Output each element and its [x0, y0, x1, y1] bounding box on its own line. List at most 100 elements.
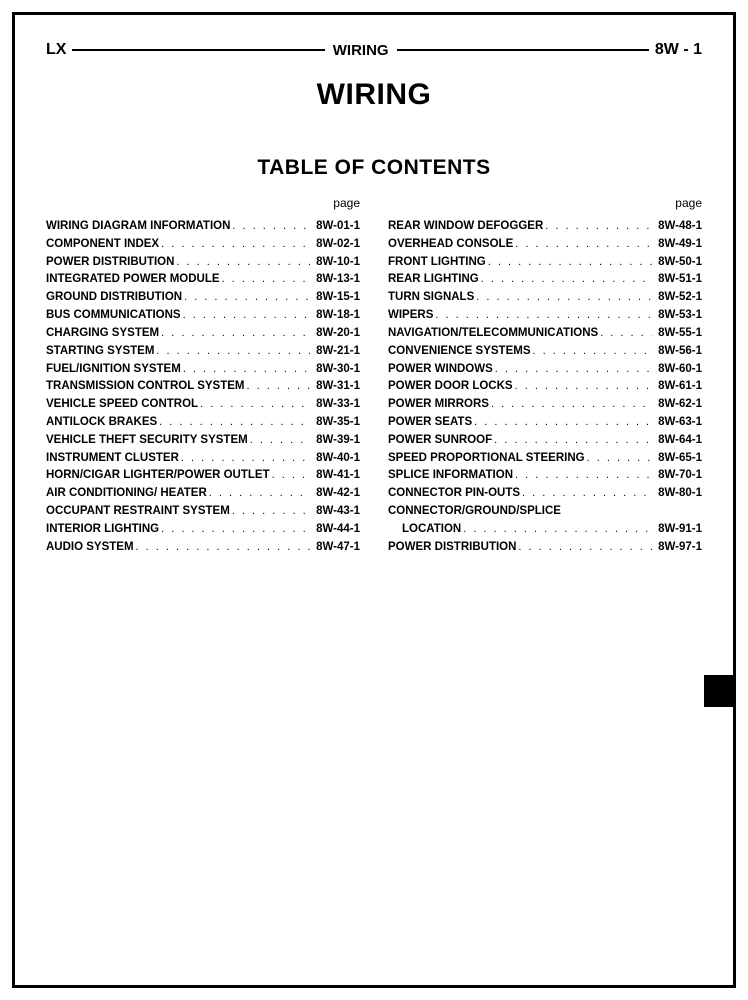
- toc-leader-dots: [495, 361, 652, 379]
- toc-entry: OVERHEAD CONSOLE 8W-49-1: [388, 236, 702, 254]
- toc-entry: WIRING DIAGRAM INFORMATION8W-01-1: [46, 218, 360, 236]
- toc-entry-page: 8W-42-1: [312, 485, 360, 503]
- page-label: page: [388, 196, 702, 210]
- toc-entry-page: 8W-51-1: [654, 271, 702, 289]
- toc-entry-label: GROUND DISTRIBUTION: [46, 289, 182, 307]
- toc-entry: GROUND DISTRIBUTION8W-15-1: [46, 289, 360, 307]
- toc-entry-page: 8W-70-1: [654, 467, 702, 485]
- toc-entry-label: TURN SIGNALS: [388, 289, 474, 307]
- toc-entry-label: FRONT LIGHTING: [388, 254, 486, 272]
- toc-entry-page: 8W-44-1: [312, 521, 360, 539]
- page-label: page: [46, 196, 360, 210]
- toc-leader-dots: [161, 521, 310, 539]
- header-right: 8W - 1: [649, 41, 702, 59]
- header-center: WIRING: [325, 42, 397, 59]
- toc-entry-label: REAR LIGHTING: [388, 271, 479, 289]
- toc-entry-label: INTEGRATED POWER MODULE: [46, 271, 220, 289]
- toc-entry-page: 8W-53-1: [654, 307, 702, 325]
- toc-leader-dots: [136, 539, 311, 557]
- toc-entry: COMPONENT INDEX8W-02-1: [46, 236, 360, 254]
- toc-leader-dots: [481, 271, 652, 289]
- toc-entry: POWER DOOR LOCKS 8W-61-1: [388, 378, 702, 396]
- toc-entry-page: 8W-62-1: [654, 396, 702, 414]
- toc-entry: VEHICLE THEFT SECURITY SYSTEM 8W-39-1: [46, 432, 360, 450]
- toc-entry: ANTILOCK BRAKES 8W-35-1: [46, 414, 360, 432]
- toc-entry-label: AIR CONDITIONING/ HEATER: [46, 485, 207, 503]
- toc-entry-label: CONNECTOR/GROUND/SPLICE: [388, 503, 561, 521]
- toc-entry: CHARGING SYSTEM8W-20-1: [46, 325, 360, 343]
- toc-entry-page: 8W-50-1: [654, 254, 702, 272]
- toc-columns: page WIRING DIAGRAM INFORMATION8W-01-1CO…: [46, 196, 702, 556]
- page-title: WIRING: [46, 78, 702, 112]
- toc-entry: FRONT LIGHTING 8W-50-1: [388, 254, 702, 272]
- toc-entry: POWER WINDOWS8W-60-1: [388, 361, 702, 379]
- toc-leader-dots: [545, 218, 652, 236]
- toc-leader-dots: [600, 325, 652, 343]
- toc-entry-page: 8W-33-1: [312, 396, 360, 414]
- toc-leader-dots: [161, 236, 310, 254]
- toc-list-right: REAR WINDOW DEFOGGER8W-48-1OVERHEAD CONS…: [388, 218, 702, 556]
- toc-entry-page: 8W-61-1: [654, 378, 702, 396]
- toc-entry: AIR CONDITIONING/ HEATER 8W-42-1: [46, 485, 360, 503]
- toc-entry: VEHICLE SPEED CONTROL8W-33-1: [46, 396, 360, 414]
- toc-leader-dots: [247, 378, 311, 396]
- toc-entry-page: 8W-43-1: [312, 503, 360, 521]
- toc-entry-label: LOCATION: [388, 521, 461, 539]
- toc-entry-label: OCCUPANT RESTRAINT SYSTEM: [46, 503, 230, 521]
- header-left: LX: [46, 41, 72, 59]
- toc-leader-dots: [209, 485, 310, 503]
- toc-entry-label: OVERHEAD CONSOLE: [388, 236, 513, 254]
- toc-entry-page: 8W-39-1: [312, 432, 360, 450]
- toc-entry-label: COMPONENT INDEX: [46, 236, 159, 254]
- toc-leader-dots: [159, 414, 310, 432]
- toc-entry-label: POWER SUNROOF: [388, 432, 492, 450]
- toc-entry-label: INTERIOR LIGHTING: [46, 521, 159, 539]
- edge-tab: [704, 675, 736, 707]
- toc-entry-label: SPEED PROPORTIONAL STEERING: [388, 450, 585, 468]
- toc-leader-dots: [232, 503, 310, 521]
- toc-entry-label: VEHICLE THEFT SECURITY SYSTEM: [46, 432, 248, 450]
- toc-entry: STARTING SYSTEM8W-21-1: [46, 343, 360, 361]
- toc-entry: REAR WINDOW DEFOGGER8W-48-1: [388, 218, 702, 236]
- toc-entry-label: WIRING DIAGRAM INFORMATION: [46, 218, 230, 236]
- toc-entry-page: 8W-65-1: [654, 450, 702, 468]
- toc-leader-dots: [463, 521, 652, 539]
- toc-entry-page: 8W-18-1: [312, 307, 360, 325]
- toc-leader-dots: [250, 432, 310, 450]
- toc-entry-label: NAVIGATION/TELECOMMUNICATIONS: [388, 325, 598, 343]
- toc-entry: CONNECTOR/GROUND/SPLICE: [388, 503, 702, 521]
- toc-entry-page: 8W-49-1: [654, 236, 702, 254]
- toc-entry-label: HORN/CIGAR LIGHTER/POWER OUTLET: [46, 467, 270, 485]
- toc-leader-dots: [272, 467, 311, 485]
- toc-entry: TURN SIGNALS8W-52-1: [388, 289, 702, 307]
- toc-entry-page: 8W-80-1: [654, 485, 702, 503]
- toc-entry: POWER SEATS8W-63-1: [388, 414, 702, 432]
- toc-leader-dots: [494, 432, 652, 450]
- toc-leader-dots: [183, 307, 311, 325]
- toc-entry-label: BUS COMMUNICATIONS: [46, 307, 181, 325]
- toc-entry: TRANSMISSION CONTROL SYSTEM8W-31-1: [46, 378, 360, 396]
- toc-entry-page: 8W-35-1: [312, 414, 360, 432]
- toc-entry: CONVENIENCE SYSTEMS8W-56-1: [388, 343, 702, 361]
- toc-entry: LOCATION 8W-91-1: [388, 521, 702, 539]
- toc-entry-page: 8W-91-1: [654, 521, 702, 539]
- toc-leader-dots: [491, 396, 652, 414]
- toc-leader-dots: [474, 414, 652, 432]
- toc-entry-label: POWER DOOR LOCKS: [388, 378, 513, 396]
- toc-leader-dots: [476, 289, 652, 307]
- toc-entry-label: POWER SEATS: [388, 414, 472, 432]
- toc-leader-dots: [515, 236, 652, 254]
- toc-entry-page: 8W-41-1: [312, 467, 360, 485]
- toc-entry-page: 8W-64-1: [654, 432, 702, 450]
- toc-heading: TABLE OF CONTENTS: [46, 156, 702, 180]
- toc-entry-page: 8W-97-1: [654, 539, 702, 557]
- toc-entry-label: POWER DISTRIBUTION: [388, 539, 516, 557]
- toc-entry: POWER SUNROOF 8W-64-1: [388, 432, 702, 450]
- toc-leader-dots: [200, 396, 310, 414]
- header-rule-left: [72, 49, 324, 51]
- toc-entry: SPEED PROPORTIONAL STEERING 8W-65-1: [388, 450, 702, 468]
- toc-entry-page: 8W-55-1: [654, 325, 702, 343]
- header-rule-right: [397, 49, 649, 51]
- toc-entry-label: ANTILOCK BRAKES: [46, 414, 157, 432]
- toc-entry-label: CHARGING SYSTEM: [46, 325, 159, 343]
